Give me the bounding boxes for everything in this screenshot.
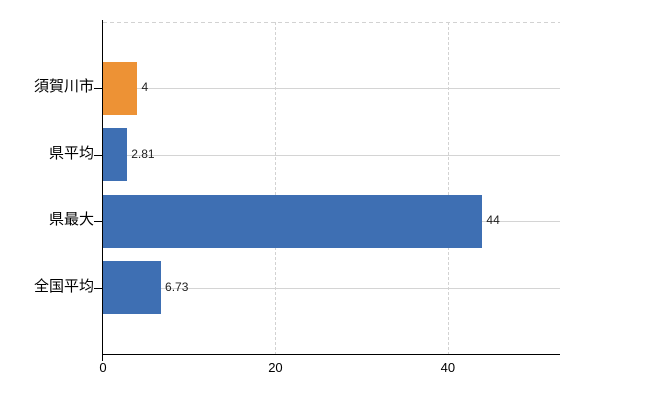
category-label: 県平均 bbox=[48, 144, 94, 162]
plot-top-border bbox=[103, 22, 560, 23]
category-tick bbox=[94, 287, 102, 289]
category-axis-labels: 須賀川市県平均県最大全国平均 bbox=[0, 22, 94, 354]
x-gridline bbox=[447, 22, 449, 354]
x-gridline bbox=[275, 22, 277, 354]
category-tick bbox=[94, 88, 102, 90]
x-axis-line bbox=[103, 354, 560, 355]
category-gridline bbox=[103, 88, 560, 90]
y-axis-line bbox=[102, 20, 103, 355]
bar-3[interactable] bbox=[103, 194, 483, 248]
value-label: 6.73 bbox=[165, 279, 189, 294]
plot-area: 4 2.81 44 6.73 bbox=[94, 20, 560, 361]
category-label: 全国平均 bbox=[33, 277, 94, 295]
x-tick-label: 20 bbox=[268, 360, 283, 375]
bar-1[interactable] bbox=[103, 61, 138, 115]
value-label: 4 bbox=[141, 80, 149, 95]
category-tick bbox=[94, 221, 102, 223]
category-label: 県最大 bbox=[48, 211, 94, 229]
value-label: 44 bbox=[486, 213, 500, 228]
bar-4[interactable] bbox=[103, 261, 162, 315]
x-tick-label: 0 bbox=[99, 360, 107, 375]
bar-2[interactable] bbox=[103, 128, 128, 182]
category-gridline bbox=[103, 287, 560, 289]
category-tick bbox=[94, 154, 102, 156]
category-gridline bbox=[103, 154, 560, 156]
x-tick-label: 40 bbox=[440, 360, 456, 375]
value-label: 2.81 bbox=[131, 146, 155, 161]
category-label: 須賀川市 bbox=[33, 78, 94, 96]
x-axis-zero-tick bbox=[102, 354, 103, 361]
